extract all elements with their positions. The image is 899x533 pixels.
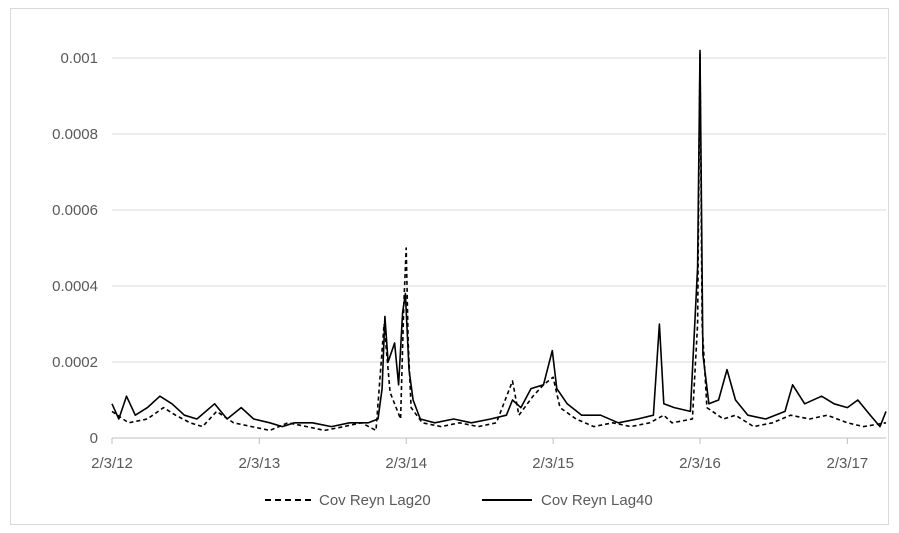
y-tick-label: 0 xyxy=(90,430,98,447)
series-layer xyxy=(111,49,887,432)
series-line-cov-reyn-lag20 xyxy=(111,53,887,432)
y-tick-label: 0.0002 xyxy=(52,354,98,371)
x-tick-label: 2/3/13 xyxy=(238,455,280,472)
series-line-cov-reyn-lag40 xyxy=(111,49,887,428)
legend-label-lag40: Cov Reyn Lag40 xyxy=(541,492,653,509)
x-tick-label: 2/3/16 xyxy=(679,455,721,472)
x-tick-label: 2/3/14 xyxy=(385,455,427,472)
x-axis: 2/3/12 2/3/13 2/3/14 2/3/15 2/3/16 2/3/17 xyxy=(91,437,886,472)
legend: Cov Reyn Lag20 Cov Reyn Lag40 xyxy=(265,492,653,509)
gridlines xyxy=(112,57,886,363)
x-tick-label: 2/3/12 xyxy=(91,455,133,472)
legend-label-lag20: Cov Reyn Lag20 xyxy=(319,492,431,509)
chart-frame: 0 0.0002 0.0004 0.0006 0.0008 0.001 2/3/12 2/3… xyxy=(10,8,889,525)
y-axis-ticks: 0 0.0002 0.0004 0.0006 0.0008 0.001 xyxy=(52,50,98,447)
x-tick-label: 2/3/17 xyxy=(827,455,869,472)
y-tick-label: 0.001 xyxy=(60,50,98,67)
x-tick-label: 2/3/15 xyxy=(532,455,574,472)
y-tick-label: 0.0008 xyxy=(52,126,98,143)
y-tick-label: 0.0006 xyxy=(52,202,98,219)
y-tick-label: 0.0004 xyxy=(52,278,98,295)
